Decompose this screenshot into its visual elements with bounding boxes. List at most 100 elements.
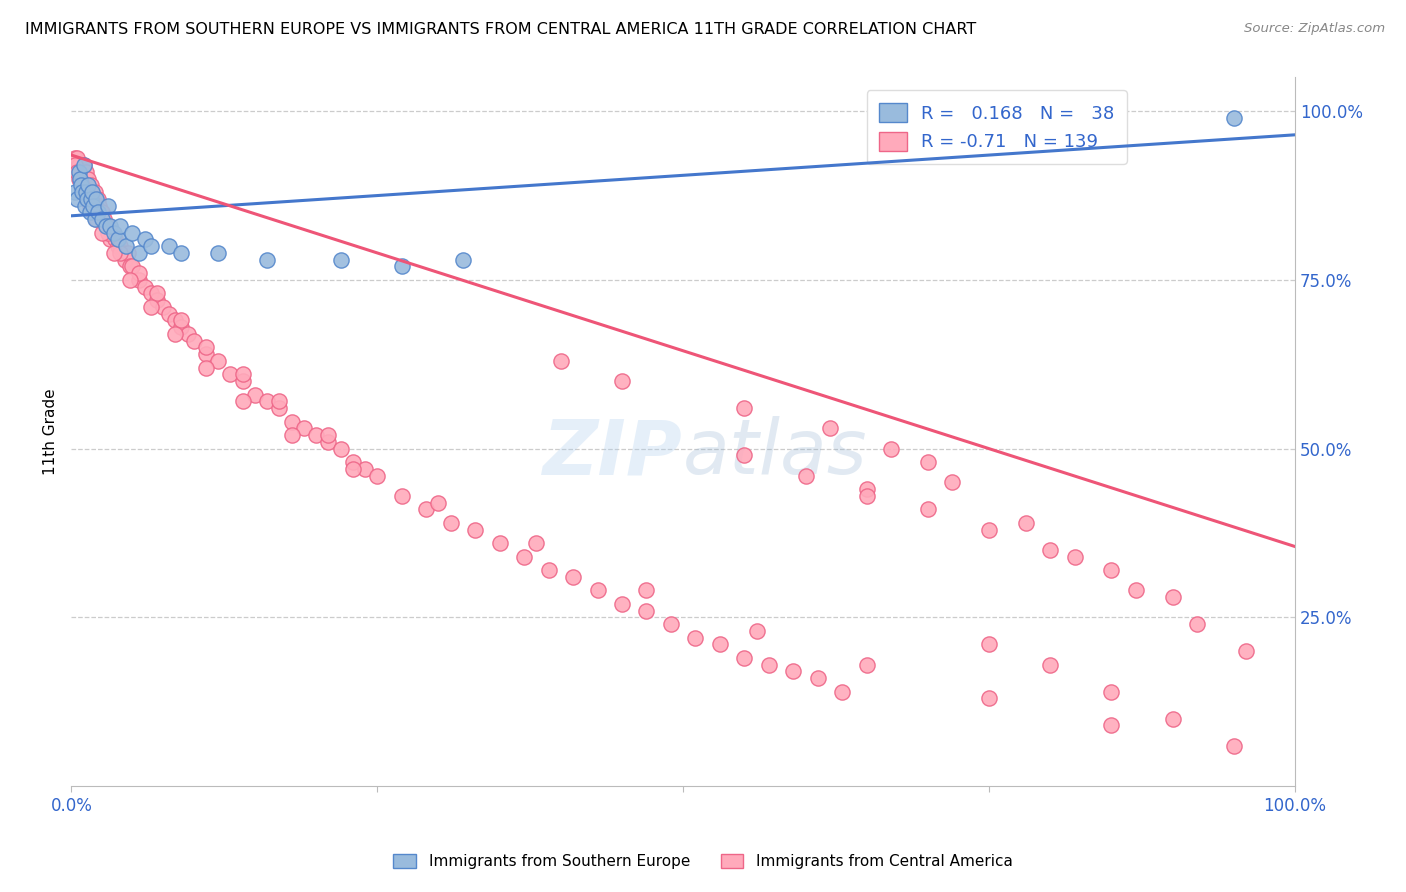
Point: [72, 158, 94, 172]
Point: [880, 442, 903, 456]
Point: [84, 192, 107, 206]
Point: [855, 657, 877, 672]
Point: [107, 232, 129, 246]
Point: [70, 165, 93, 179]
Point: [537, 563, 560, 577]
Point: [63, 158, 86, 172]
Point: [82, 205, 104, 219]
Point: [80, 178, 103, 193]
Point: [1161, 712, 1184, 726]
Point: [75, 165, 97, 179]
Point: [1101, 563, 1123, 577]
Point: [513, 549, 536, 564]
Text: atlas: atlas: [683, 416, 868, 490]
Point: [269, 401, 291, 416]
Point: [79, 205, 101, 219]
Point: [709, 637, 731, 651]
Point: [329, 252, 352, 267]
Point: [745, 624, 768, 638]
Point: [94, 219, 117, 233]
Point: [115, 239, 138, 253]
Point: [128, 266, 150, 280]
Point: [121, 226, 143, 240]
Point: [165, 326, 187, 341]
Point: [72, 178, 94, 193]
Point: [1039, 657, 1062, 672]
Point: [66, 152, 89, 166]
Point: [917, 455, 939, 469]
Point: [165, 313, 187, 327]
Point: [118, 273, 141, 287]
Point: [243, 387, 266, 401]
Point: [97, 199, 120, 213]
Point: [415, 502, 437, 516]
Point: [83, 185, 105, 199]
Point: [77, 178, 100, 193]
Point: [316, 434, 339, 449]
Point: [451, 252, 474, 267]
Point: [76, 192, 98, 206]
Point: [659, 617, 682, 632]
Point: [1223, 739, 1246, 753]
Point: [128, 246, 150, 260]
Point: [524, 536, 547, 550]
Point: [72, 185, 94, 199]
Point: [256, 252, 278, 267]
Point: [86, 199, 108, 213]
Point: [1101, 718, 1123, 732]
Point: [82, 185, 104, 199]
Point: [87, 192, 110, 206]
Point: [93, 212, 115, 227]
Point: [342, 462, 364, 476]
Point: [1185, 617, 1208, 632]
Point: [79, 199, 101, 213]
Point: [280, 415, 302, 429]
Point: [87, 205, 110, 219]
Point: [89, 199, 111, 213]
Point: [146, 293, 169, 308]
Point: [818, 421, 841, 435]
Point: [157, 307, 180, 321]
Point: [977, 523, 1000, 537]
Point: [194, 340, 217, 354]
Point: [586, 583, 609, 598]
Point: [427, 496, 450, 510]
Point: [139, 286, 162, 301]
Point: [72, 158, 94, 172]
Point: [1125, 583, 1147, 598]
Point: [94, 219, 117, 233]
Point: [84, 192, 107, 206]
Point: [342, 455, 364, 469]
Point: [1101, 684, 1123, 698]
Point: [232, 394, 254, 409]
Point: [977, 691, 1000, 706]
Point: [733, 401, 755, 416]
Y-axis label: 11th Grade: 11th Grade: [44, 389, 58, 475]
Point: [121, 260, 143, 274]
Text: Source: ZipAtlas.com: Source: ZipAtlas.com: [1244, 22, 1385, 36]
Point: [316, 428, 339, 442]
Point: [610, 374, 633, 388]
Point: [69, 165, 91, 179]
Point: [194, 360, 217, 375]
Point: [391, 260, 413, 274]
Point: [176, 326, 198, 341]
Point: [157, 239, 180, 253]
Point: [72, 171, 94, 186]
Point: [97, 226, 120, 240]
Point: [1039, 542, 1062, 557]
Point: [80, 192, 103, 206]
Point: [84, 212, 107, 227]
Point: [90, 205, 112, 219]
Point: [139, 300, 162, 314]
Point: [146, 286, 169, 301]
Point: [782, 665, 804, 679]
Point: [170, 313, 193, 327]
Point: [67, 165, 90, 179]
Point: [104, 232, 127, 246]
Point: [1234, 644, 1257, 658]
Point: [67, 158, 90, 172]
Point: [733, 449, 755, 463]
Point: [67, 171, 90, 186]
Point: [440, 516, 463, 530]
